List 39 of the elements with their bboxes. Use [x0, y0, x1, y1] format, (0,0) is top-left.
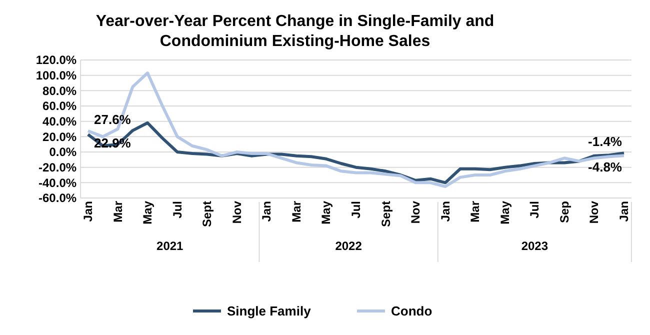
x-tick-label: May — [140, 200, 155, 224]
y-tick-label: -40.0% — [38, 176, 77, 190]
x-tick-label: Sept — [200, 201, 214, 228]
x-tick-label: Jul — [170, 201, 184, 218]
x-tick-label: May — [498, 200, 512, 224]
chart-title: Year-over-Year Percent Change in Single-Family and Condominium Existing-Home Sales — [96, 13, 494, 50]
x-tick-label: Mar — [289, 200, 304, 222]
data-label: -1.4% — [588, 134, 622, 150]
x-tick-label: Jan — [81, 201, 95, 222]
legend-label: Condo — [391, 304, 432, 319]
legend-label: Single Family — [227, 304, 312, 319]
y-tick-label: 40.0% — [42, 114, 77, 129]
x-tick-label: Jan — [260, 201, 274, 222]
y-tick-label: 60.0% — [42, 99, 77, 114]
y-tick-label: 80.0% — [42, 84, 77, 98]
y-tick-label: -60.0% — [38, 191, 77, 206]
x-tick-label: Nov — [587, 200, 602, 224]
x-tick-label: Sept — [378, 201, 393, 228]
y-tick-label: 100.0% — [36, 68, 77, 83]
text: 2023 — [521, 239, 548, 253]
x-tick-label: Mar — [110, 200, 125, 222]
x-tick-label: Nov — [230, 200, 244, 224]
text: 2022 — [335, 239, 362, 253]
line-series — [86, 72, 626, 188]
x-tick-label: Jul — [349, 201, 363, 218]
y-tick-label: -20.0% — [38, 160, 77, 175]
data-label: 27.6% — [94, 112, 132, 127]
x-tick-label: Sep — [557, 201, 572, 224]
x-tick-label: May — [319, 200, 334, 224]
y-tick-label: 120.0% — [36, 53, 77, 68]
text: 2021 — [156, 239, 184, 253]
x-tick-label: Nov — [408, 200, 423, 224]
y-tick-label: 0.0% — [49, 145, 77, 160]
x-tick-label: Mar — [468, 200, 482, 222]
x-tick-label: Jan — [438, 201, 452, 222]
x-tick-label: Jul — [528, 201, 542, 218]
x-tick-label: Jan — [617, 201, 631, 222]
data-label: -4.8% — [588, 160, 622, 175]
y-tick-label: 20.0% — [42, 130, 77, 144]
